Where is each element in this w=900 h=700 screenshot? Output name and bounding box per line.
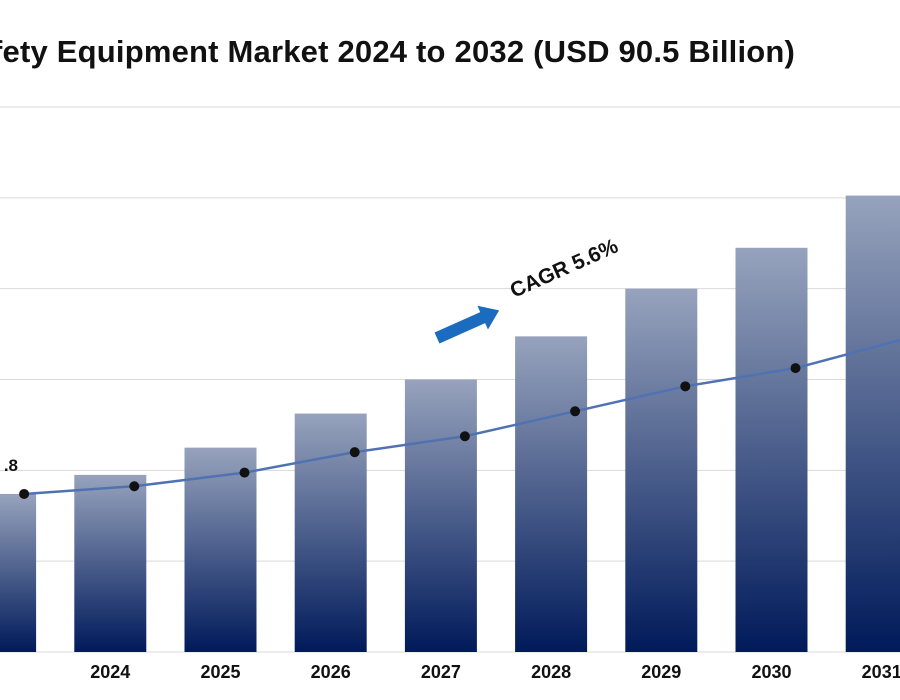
bar xyxy=(735,247,808,652)
x-tick-label: 2030 xyxy=(751,662,791,682)
bar xyxy=(625,288,698,652)
bar xyxy=(184,447,257,652)
line-marker xyxy=(129,481,140,492)
line-marker xyxy=(680,381,691,392)
line-marker xyxy=(349,447,360,458)
line-marker xyxy=(239,467,250,478)
cagr-label: CAGR 5.6% xyxy=(507,234,622,302)
bar xyxy=(515,336,588,652)
trend-line-group xyxy=(24,338,900,496)
x-tick-label: 2031 xyxy=(862,662,900,682)
cagr-arrow-icon xyxy=(434,305,500,344)
trend-line xyxy=(24,338,900,496)
line-marker xyxy=(19,488,30,499)
first-point-label: .8 xyxy=(4,456,18,475)
markers xyxy=(19,363,801,499)
x-tick-label: 2026 xyxy=(311,662,351,682)
line-marker xyxy=(790,363,801,374)
x-tick-label: 2029 xyxy=(641,662,681,682)
x-tick-label: 2027 xyxy=(421,662,461,682)
bars xyxy=(0,195,900,652)
bar xyxy=(404,379,477,652)
chart-title: fety Equipment Market 2024 to 2032 (USD … xyxy=(0,34,796,69)
bar xyxy=(0,493,37,652)
line-marker xyxy=(459,431,470,442)
x-axis-labels: 2024 2025 2026 2027 2028 2029 2030 2031 xyxy=(90,662,900,682)
bar xyxy=(74,474,147,652)
line-marker xyxy=(570,406,581,417)
x-tick-label: 2028 xyxy=(531,662,571,682)
x-tick-label: 2025 xyxy=(200,662,240,682)
x-tick-label: 2024 xyxy=(90,662,130,682)
bar xyxy=(845,195,900,652)
